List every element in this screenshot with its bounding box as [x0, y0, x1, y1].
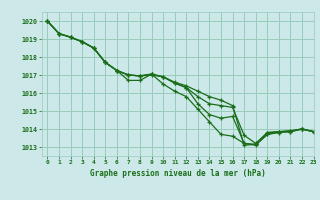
X-axis label: Graphe pression niveau de la mer (hPa): Graphe pression niveau de la mer (hPa): [90, 169, 266, 178]
